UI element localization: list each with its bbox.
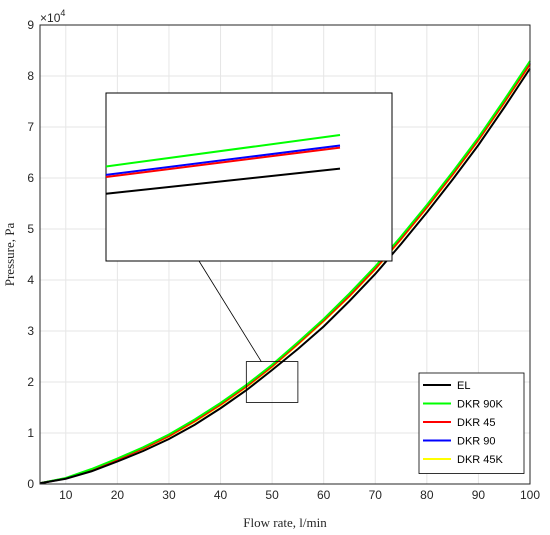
tick-labels: 10 20 30 40 50 60 70 80 90 100 0 1 2 3 4 5 6 7 8 9	[27, 18, 540, 502]
inset-chart	[105, 92, 393, 262]
zoom-connector	[198, 260, 262, 362]
x-tick-label: 60	[317, 488, 331, 502]
y-tick-label: 9	[27, 18, 34, 32]
legend-box	[418, 372, 525, 474]
legend-label: DKR 45	[457, 417, 496, 429]
legend-label: DKR 90K	[457, 399, 504, 411]
series-line-el	[39, 67, 531, 485]
y-multiplier: ×104	[40, 8, 65, 25]
y-axis-label: Pressure, Pa	[2, 222, 17, 286]
x-tick-label: 20	[111, 488, 125, 502]
inset-line-dkr-45	[105, 146, 341, 178]
zoom-annotation	[198, 260, 299, 403]
y-tick-label: 0	[27, 477, 34, 491]
y-tick-label: 8	[27, 69, 34, 83]
series-line-dkr-90k	[39, 60, 531, 485]
plot-frame	[39, 24, 531, 485]
y-tick-label: 4	[27, 273, 34, 287]
x-tick-label: 10	[59, 488, 73, 502]
x-tick-label: 100	[520, 488, 540, 502]
x-tick-label: 30	[162, 488, 176, 502]
x-tick-label: 90	[472, 488, 486, 502]
x-tick-label: 80	[420, 488, 434, 502]
x-tick-label: 40	[214, 488, 228, 502]
legend-label: DKR 45K	[457, 454, 504, 466]
y-tick-label: 3	[27, 324, 34, 338]
legend: EL DKR 90K DKR 45 DKR 90 DKR 45K	[418, 372, 525, 474]
inset-frame	[105, 92, 393, 262]
y-tick-label: 2	[27, 375, 34, 389]
y-tick-label: 7	[27, 120, 34, 134]
inset-line-el	[105, 167, 341, 195]
inset-line-dkr-90k	[105, 134, 341, 168]
inset-line-dkr-90	[105, 144, 341, 176]
zoom-box	[245, 361, 299, 403]
x-tick-label: 50	[265, 488, 279, 502]
legend-label: DKR 90	[457, 436, 496, 448]
legend-label: EL	[457, 380, 470, 392]
y-tick-label: 1	[27, 426, 34, 440]
y-tick-label: 6	[27, 171, 34, 185]
x-axis-label: Flow rate, l/min	[243, 515, 327, 530]
y-tick-label: 5	[27, 222, 34, 236]
series-lines	[39, 60, 531, 485]
x-tick-label: 70	[369, 488, 383, 502]
